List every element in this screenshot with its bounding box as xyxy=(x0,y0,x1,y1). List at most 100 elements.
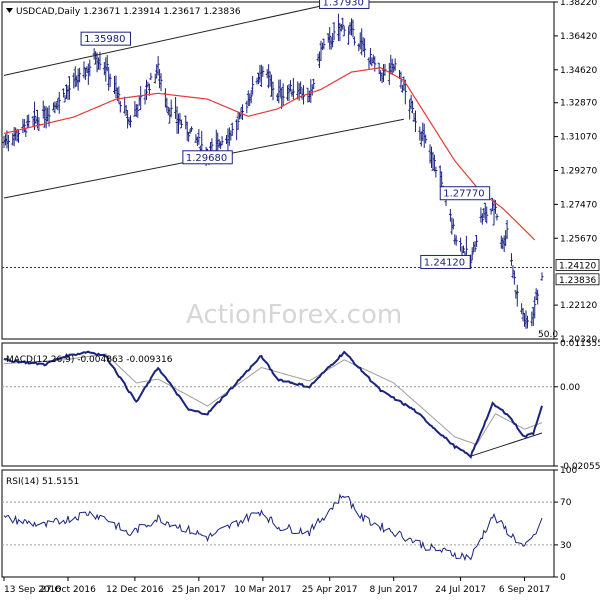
price-bar xyxy=(159,73,163,92)
macd-trend-line xyxy=(470,432,543,457)
price-y-tick-label: 1.20320 xyxy=(560,335,597,345)
price-annotation: 1.29680 xyxy=(182,150,233,165)
price-header: USDCAD,Daily 1.23671 1.23914 1.23617 1.2… xyxy=(16,7,241,17)
x-tick-label: 25 Apr 2017 xyxy=(302,585,358,595)
price-bar xyxy=(245,100,249,114)
x-tick-label: 12 Dec 2016 xyxy=(106,585,164,595)
price-bar xyxy=(108,73,112,88)
price-bar xyxy=(390,58,394,75)
price-bar xyxy=(236,112,240,130)
price-bar xyxy=(332,22,336,41)
x-tick-label: 27 Oct 2016 xyxy=(40,585,96,595)
x-tick-label: 25 Jan 2017 xyxy=(172,585,226,595)
macd-y-tick-label: 0.011355 xyxy=(560,339,600,349)
price-bar xyxy=(169,99,173,118)
price-bar xyxy=(411,100,415,114)
x-tick-label: 24 Jul 2017 xyxy=(435,585,486,595)
price-bar xyxy=(454,235,458,246)
price-bar xyxy=(399,71,403,89)
price-y-tick-label: 1.32870 xyxy=(560,99,597,109)
price-bar xyxy=(220,136,224,146)
price-y-tick-label: 1.31070 xyxy=(560,133,597,143)
price-bar xyxy=(540,272,544,281)
svg-text:1.35980: 1.35980 xyxy=(84,34,125,45)
price-bar xyxy=(67,76,71,100)
x-tick-label: 10 Mar 2017 xyxy=(234,585,291,595)
price-bar xyxy=(291,77,295,100)
price-bar xyxy=(230,122,234,136)
svg-text:1.24120: 1.24120 xyxy=(559,261,596,271)
price-y-tick-label: 1.25670 xyxy=(560,234,597,244)
axis-layer: 1.38220 1.36420 1.34620 1.32870 1.31070 1.292… xyxy=(3,0,600,595)
price-layer: 1.35980 1.29680 1.37930 1.27770 1.24120 50.0 xyxy=(2,0,558,340)
svg-text:1.27770: 1.27770 xyxy=(443,189,484,200)
price-y-tick-label: 1.38220 xyxy=(560,0,597,8)
rsi-y-tick-label: 0 xyxy=(560,573,566,583)
price-bar xyxy=(136,104,140,118)
price-bar xyxy=(352,36,356,46)
price-bar xyxy=(512,270,516,285)
price-bar xyxy=(413,110,417,132)
price-bar xyxy=(533,296,537,319)
price-bar xyxy=(149,72,153,80)
price-bar xyxy=(62,88,66,98)
svg-text:1.23836: 1.23836 xyxy=(559,276,596,286)
svg-text:1.24120: 1.24120 xyxy=(424,257,465,268)
price-bar xyxy=(475,234,479,247)
price-bar xyxy=(24,127,28,137)
price-bar xyxy=(451,218,455,230)
price-bar xyxy=(342,26,346,37)
price-bar xyxy=(78,67,82,83)
price-bar xyxy=(144,79,148,101)
price-bar xyxy=(322,38,326,50)
price-bar xyxy=(185,121,189,142)
price-bar xyxy=(288,80,292,92)
rsi-layer xyxy=(2,493,554,562)
price-bar xyxy=(536,289,540,305)
x-tick-label: 6 Sep 2017 xyxy=(499,585,550,595)
fifty-percent-label: 50.0 xyxy=(538,330,558,340)
price-bar xyxy=(187,132,191,142)
price-bar xyxy=(17,129,21,143)
price-panel xyxy=(1,1,555,340)
price-bar xyxy=(328,27,332,50)
macd-header: MACD(12,26,9) -0.004863 -0.009316 xyxy=(6,355,173,365)
price-bar xyxy=(363,38,367,58)
price-bar xyxy=(505,220,509,240)
price-bar xyxy=(156,56,160,76)
price-bar xyxy=(240,104,244,121)
price-bar xyxy=(129,115,133,128)
price-bar xyxy=(470,247,474,261)
svg-text:1.37930: 1.37930 xyxy=(323,0,364,8)
price-bar xyxy=(88,59,92,77)
price-bar xyxy=(281,83,285,107)
rsi-y-tick-label: 70 xyxy=(560,498,572,508)
price-bar xyxy=(105,55,109,72)
price-bar xyxy=(473,240,477,253)
watermark: ActionForex.com xyxy=(186,300,402,330)
price-y-tick-label: 1.34620 xyxy=(560,66,597,76)
price-bar xyxy=(118,101,122,113)
price-bar xyxy=(249,89,253,104)
price-bar xyxy=(495,213,499,221)
macd-y-tick-label: 0.00 xyxy=(560,383,580,393)
price-bar xyxy=(459,237,463,252)
price-bar xyxy=(480,213,484,225)
price-annotation: 1.35980 xyxy=(80,31,131,46)
price-bar xyxy=(57,91,61,114)
triangle-down-icon[interactable] xyxy=(6,8,13,13)
price-y-tick-label: 1.29270 xyxy=(560,167,597,177)
rsi-y-tick-label: 30 xyxy=(560,541,572,551)
price-bar xyxy=(368,47,372,65)
price-bar xyxy=(179,119,183,129)
price-bar xyxy=(117,86,121,104)
price-bar xyxy=(448,208,452,222)
rsi-panel xyxy=(1,469,555,578)
price-bar xyxy=(351,19,355,38)
channel-upper-line xyxy=(3,0,351,76)
price-bar xyxy=(27,114,31,128)
price-bar xyxy=(525,315,529,329)
rsi-header: RSI(14) 51.5151 xyxy=(6,477,79,487)
price-bar xyxy=(331,33,335,48)
